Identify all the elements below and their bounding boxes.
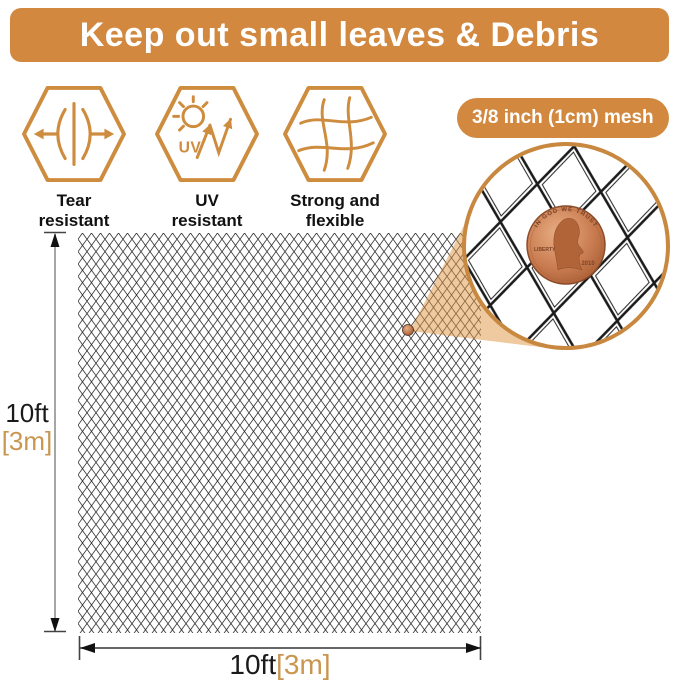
mesh-net-swatch (78, 233, 481, 633)
width-dimension-arrow (78, 636, 482, 660)
height-imperial: 10ft (5, 398, 49, 428)
lincoln-bust (553, 218, 584, 271)
penny: IN GOD WE TRUST LIBERTY 2010 (526, 205, 606, 285)
feature-strong-flexible: Strong and flexible (277, 84, 393, 231)
width-metric: [3m] (276, 649, 331, 680)
penny-on-mesh (402, 324, 414, 336)
header-banner: Keep out small leaves & Debris (10, 8, 669, 62)
penny-liberty-text: LIBERTY (534, 247, 556, 253)
feature-tear-resistant: Tear resistant (16, 84, 132, 231)
feature-label: Strong and flexible (277, 191, 393, 231)
feature-label: Tear resistant (16, 191, 132, 231)
tear-resistant-icon (22, 85, 126, 183)
uv-icon-text: UV (179, 140, 202, 157)
width-imperial: 10ft (229, 649, 277, 680)
height-dimension-label: 10ft [3m] (0, 399, 54, 455)
width-dimension-label: 10ft[3m] (80, 649, 480, 681)
header-title: Keep out small leaves & Debris (79, 15, 600, 54)
magnified-mesh: IN GOD WE TRUST LIBERTY 2010 (466, 146, 666, 346)
feature-label: UV resistant (149, 191, 265, 231)
feature-label-line2: resistant (38, 211, 110, 231)
height-metric: [3m] (1, 426, 53, 456)
feature-label-line1: Tear (56, 191, 92, 210)
feature-label-line2: resistant (171, 211, 243, 231)
feature-label-line1: UV (195, 191, 219, 210)
feature-label-line2: flexible (305, 211, 365, 231)
penny-year-text: 2010 (581, 261, 595, 267)
feature-uv-resistant: UV UV resistant (149, 84, 265, 231)
strong-flexible-icon (283, 85, 387, 183)
feature-label-line1: Strong and (290, 191, 380, 210)
mesh-size-badge: 3/8 inch (1cm) mesh (457, 98, 669, 138)
uv-resistant-icon: UV (155, 85, 259, 183)
mesh-size-label: 3/8 inch (1cm) mesh (472, 107, 654, 128)
height-dimension-arrow (44, 231, 66, 633)
magnifier-circle: IN GOD WE TRUST LIBERTY 2010 (462, 142, 670, 350)
